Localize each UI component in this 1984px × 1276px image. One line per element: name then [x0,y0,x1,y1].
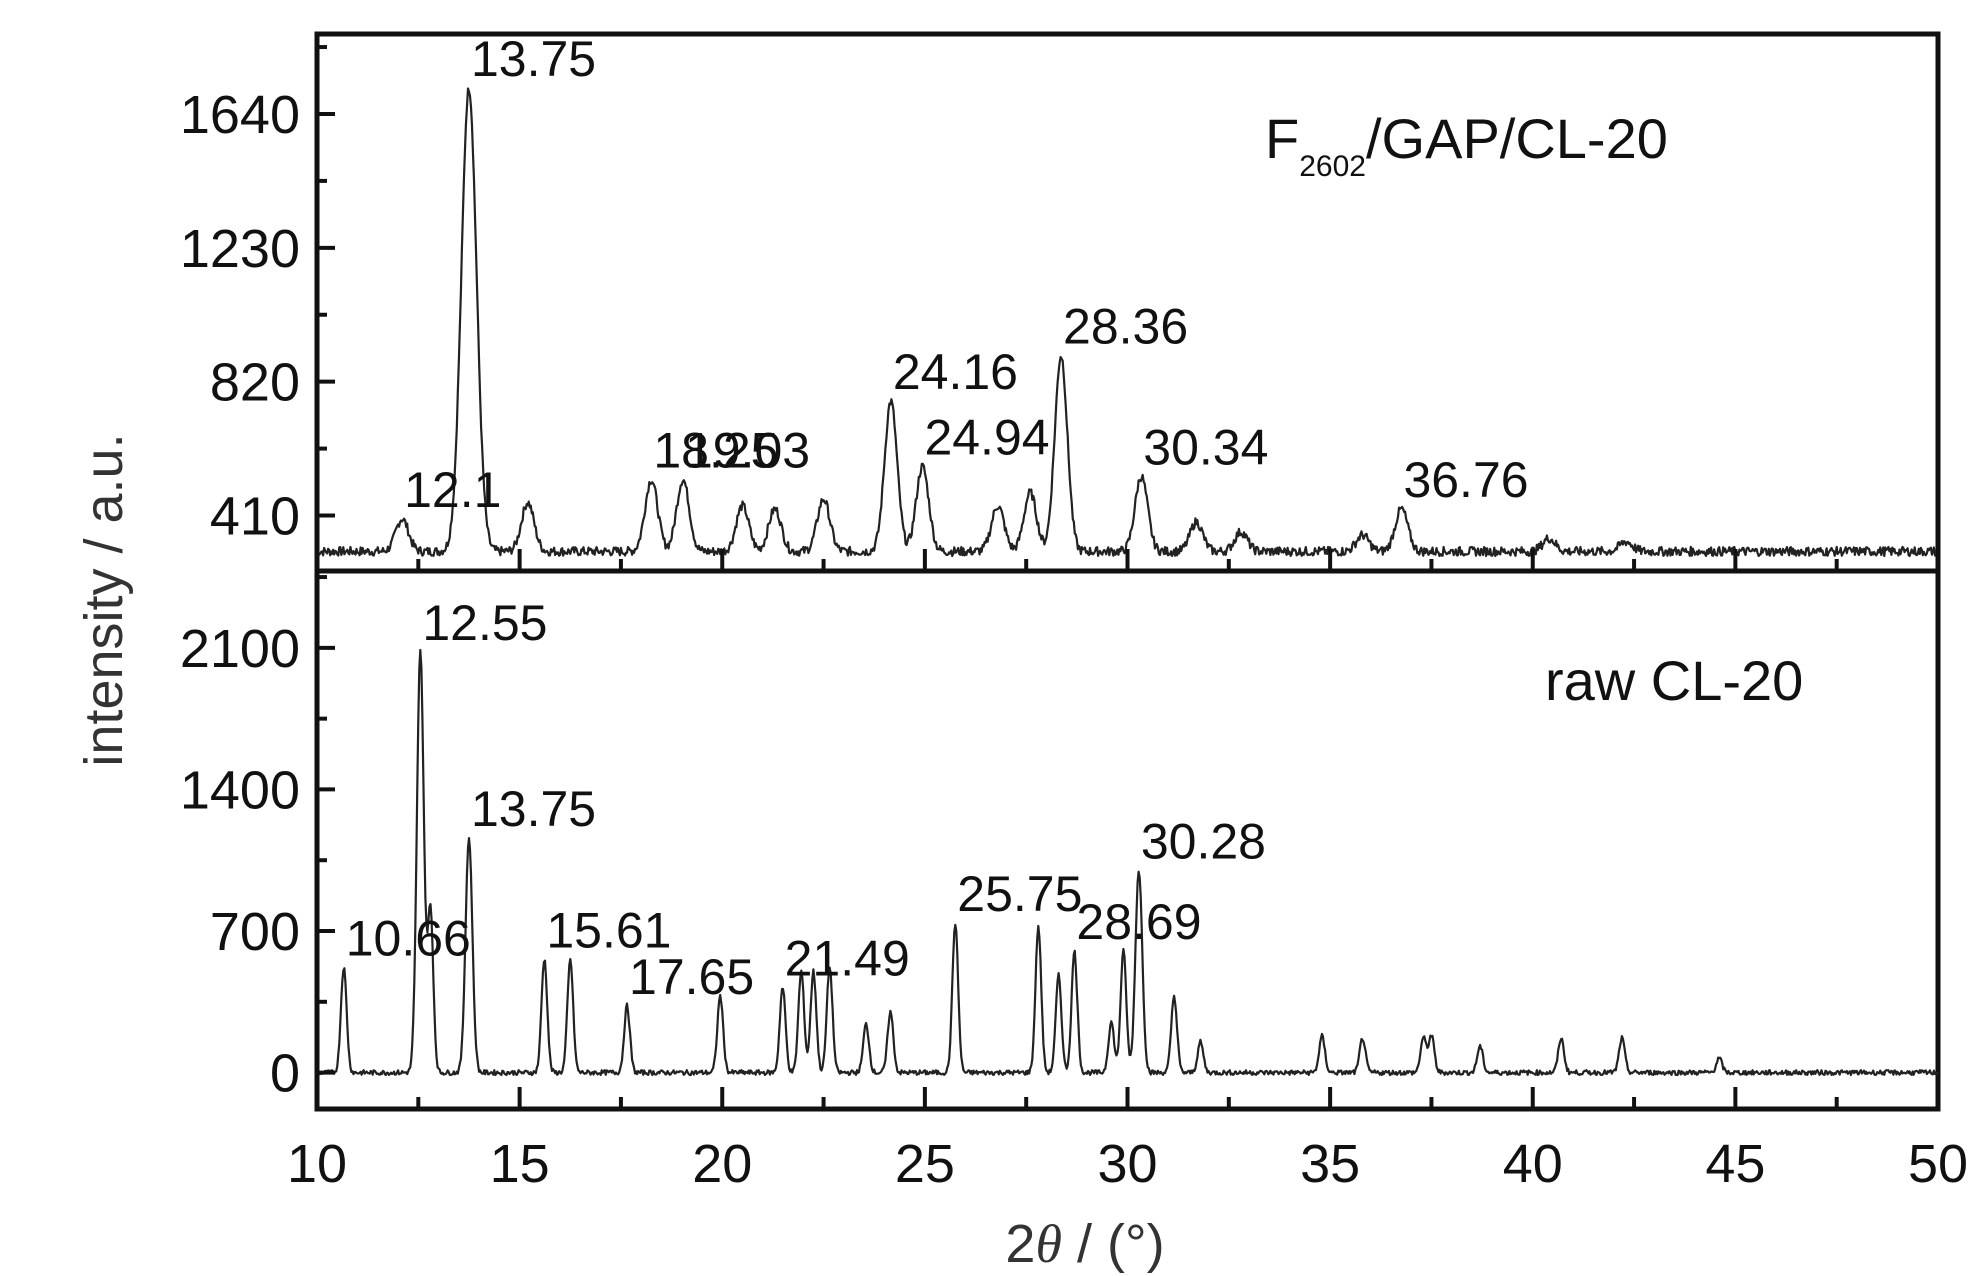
y-tick-label: 0 [270,1044,300,1104]
bottom-x-ticks [315,1087,1940,1109]
peak-label: 12.1 [404,462,501,518]
peak-label: 12.55 [422,595,547,651]
peak-label: 25.75 [957,866,1082,922]
x-tick-label: 50 [1908,1134,1968,1194]
x-tick-label: 25 [895,1134,955,1194]
y-axis-title: intensity / a.u. [74,433,134,766]
peak-label: 15.61 [546,902,671,958]
y-tick-label: 700 [210,902,300,962]
y-tick-label: 1230 [180,219,300,279]
y-tick-label: 820 [210,353,300,413]
peak-label: 13.75 [471,781,596,837]
x-tick-label: 45 [1705,1134,1765,1194]
x-tick-label: 15 [490,1134,550,1194]
peak-label: 28.69 [1076,894,1201,950]
peak-label: 24.94 [924,410,1049,466]
x-tick-label: 10 [287,1134,347,1194]
y-tick-label: 1400 [180,760,300,820]
peak-label: 10.66 [346,910,471,966]
top-y-ticks: 410 820 1230 1640 [180,45,335,547]
peak-label: 21.49 [785,931,910,987]
peak-label: 13.75 [471,31,596,87]
x-tick-label: 40 [1503,1134,1563,1194]
peak-label: 36.76 [1403,452,1528,508]
peak-label: 17.65 [629,949,754,1005]
peak-label: 19.03 [685,423,810,479]
bottom-series-line [316,648,1939,1077]
x-axis-title: 2θ / (°) [1005,1214,1164,1274]
peak-label: 18.25 [653,423,778,479]
peak-label: 28.36 [1063,299,1188,355]
peak-label: 24.16 [893,344,1018,400]
y-tick-label: 1640 [180,85,300,145]
top-series-line [316,87,1940,558]
peak-label: 30.34 [1143,419,1268,475]
top-series-label: F2602/GAP/CL-20 [1265,107,1668,183]
peak-label: 30.28 [1141,813,1266,869]
x-tick-labels: 10 15 20 25 30 35 40 45 50 [287,1134,1968,1194]
y-tick-label: 410 [210,487,300,547]
x-tick-label: 30 [1097,1134,1157,1194]
x-tick-label: 20 [692,1134,752,1194]
bottom-y-ticks: 0 700 1400 2100 [180,575,335,1104]
y-tick-label: 2100 [180,619,300,679]
bottom-series-label: raw CL-20 [1545,649,1803,712]
x-tick-label: 35 [1300,1134,1360,1194]
